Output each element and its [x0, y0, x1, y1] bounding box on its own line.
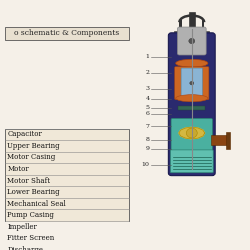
Circle shape	[189, 38, 195, 44]
FancyBboxPatch shape	[178, 27, 206, 55]
Text: 4: 4	[146, 96, 150, 101]
Bar	[211, 135, 228, 145]
Text: 3: 3	[146, 86, 150, 91]
FancyBboxPatch shape	[175, 67, 209, 100]
Bar	[202, 20, 204, 33]
Text: 6: 6	[146, 111, 150, 116]
Text: 9: 9	[146, 146, 150, 151]
Text: Discharge: Discharge	[7, 246, 43, 250]
Text: 1: 1	[146, 54, 150, 59]
Text: Mechanical Seal: Mechanical Seal	[7, 200, 66, 207]
Text: 8: 8	[146, 137, 150, 142]
Text: Capacitor: Capacitor	[7, 130, 42, 138]
FancyBboxPatch shape	[5, 26, 128, 40]
Bar	[178, 106, 206, 110]
Ellipse shape	[176, 95, 208, 102]
Circle shape	[190, 82, 194, 85]
Bar	[174, 32, 209, 36]
Text: Motor Shaft: Motor Shaft	[7, 176, 50, 184]
Bar	[180, 20, 182, 33]
Bar	[189, 12, 195, 26]
Text: Motor: Motor	[7, 165, 29, 173]
Bar	[226, 132, 230, 148]
FancyBboxPatch shape	[5, 128, 128, 250]
Bar	[173, 69, 210, 103]
Text: 7: 7	[146, 124, 150, 129]
FancyBboxPatch shape	[168, 33, 215, 176]
Text: Fitter Screen: Fitter Screen	[7, 234, 54, 242]
Text: Motor Casing: Motor Casing	[7, 154, 56, 162]
Text: Upper Bearing: Upper Bearing	[7, 142, 60, 150]
FancyBboxPatch shape	[171, 118, 212, 152]
Text: 2: 2	[146, 70, 150, 75]
Ellipse shape	[176, 59, 208, 67]
Text: 10: 10	[142, 162, 150, 167]
Polygon shape	[179, 127, 205, 139]
Text: 5: 5	[146, 105, 150, 110]
FancyBboxPatch shape	[181, 68, 203, 98]
Text: Pump Casing: Pump Casing	[7, 211, 54, 219]
FancyBboxPatch shape	[170, 150, 213, 173]
Text: o schematic & Components: o schematic & Components	[14, 29, 119, 37]
Text: Lower Bearing: Lower Bearing	[7, 188, 60, 196]
Circle shape	[186, 128, 197, 138]
Text: Impeller: Impeller	[7, 222, 37, 230]
